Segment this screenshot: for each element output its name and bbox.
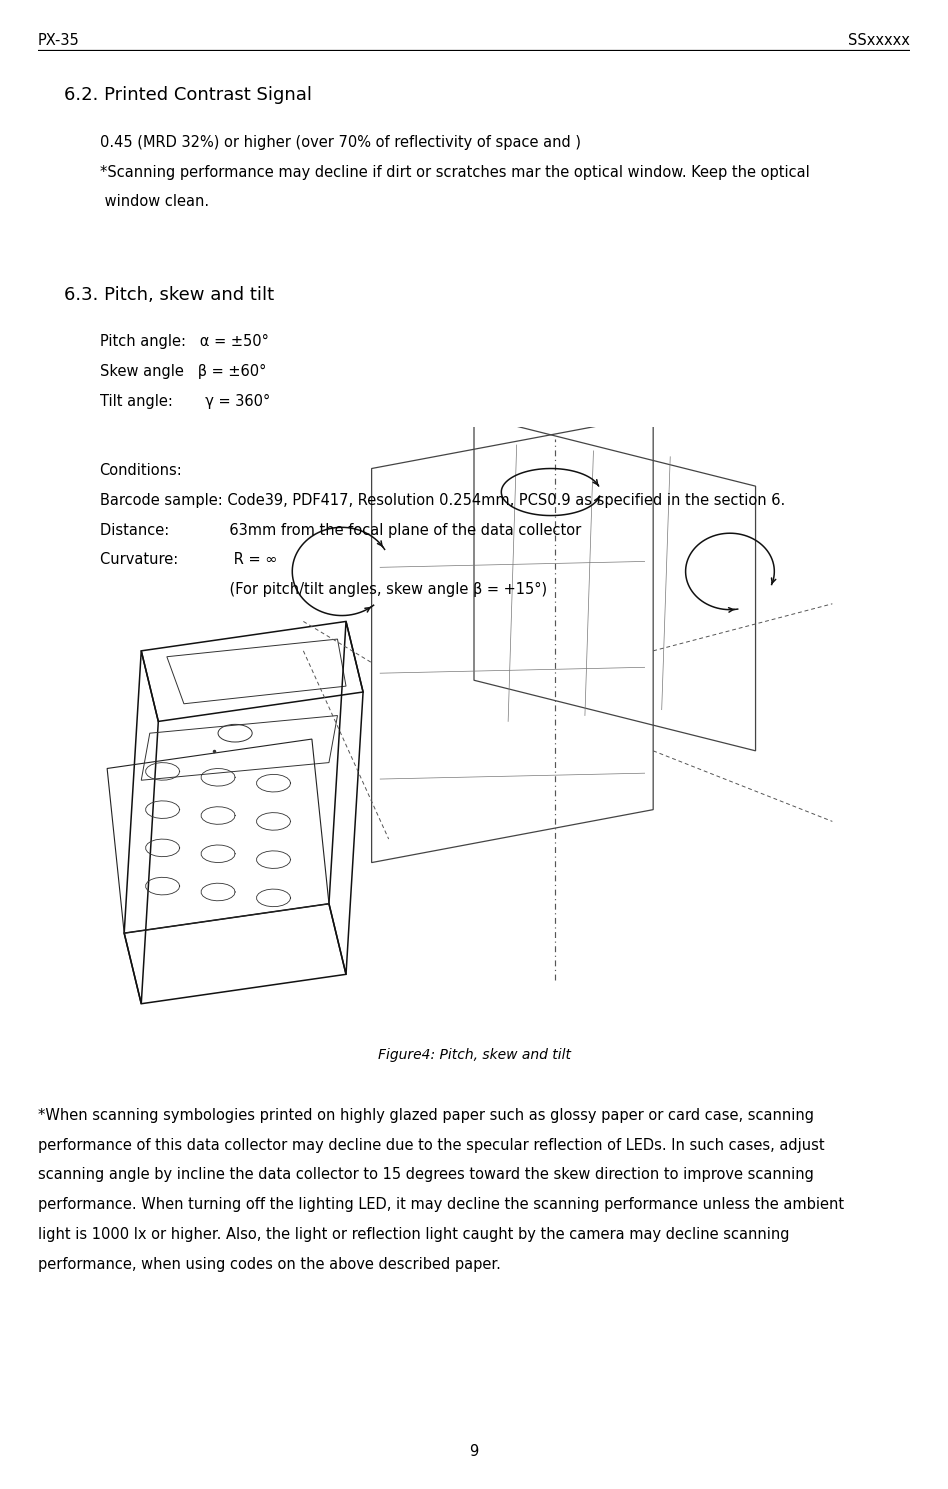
Text: performance of this data collector may decline due to the specular reflection of: performance of this data collector may d… bbox=[38, 1138, 825, 1152]
Text: light is 1000 lx or higher. Also, the light or reflection light caught by the ca: light is 1000 lx or higher. Also, the li… bbox=[38, 1227, 790, 1242]
Text: Barcode sample: Code39, PDF417, Resolution 0.254mm, PCS0.9 as specified in the s: Barcode sample: Code39, PDF417, Resoluti… bbox=[100, 493, 785, 508]
Text: window clean.: window clean. bbox=[100, 195, 209, 210]
Text: *When scanning symbologies printed on highly glazed paper such as glossy paper o: *When scanning symbologies printed on hi… bbox=[38, 1108, 814, 1123]
Text: Distance:             63mm from the focal plane of the data collector: Distance: 63mm from the focal plane of t… bbox=[100, 523, 581, 538]
Text: Pitch angle:   α = ±50°: Pitch angle: α = ±50° bbox=[100, 335, 268, 350]
Text: performance, when using codes on the above described paper.: performance, when using codes on the abo… bbox=[38, 1257, 501, 1272]
Text: 6.2. Printed Contrast Signal: 6.2. Printed Contrast Signal bbox=[64, 86, 313, 104]
Text: *Scanning performance may decline if dirt or scratches mar the optical window. K: *Scanning performance may decline if dir… bbox=[100, 165, 810, 180]
Text: PX-35: PX-35 bbox=[38, 33, 80, 48]
Text: Conditions:: Conditions: bbox=[100, 463, 182, 478]
Text: SSxxxxx: SSxxxxx bbox=[848, 33, 910, 48]
Text: Tilt angle:       γ = 360°: Tilt angle: γ = 360° bbox=[100, 393, 270, 409]
Text: Curvature:            R = ∞: Curvature: R = ∞ bbox=[100, 552, 277, 567]
Text: (For pitch/tilt angles, skew angle β = +15°): (For pitch/tilt angles, skew angle β = +… bbox=[100, 582, 547, 597]
Text: 6.3. Pitch, skew and tilt: 6.3. Pitch, skew and tilt bbox=[64, 286, 275, 304]
Text: performance. When turning off the lighting LED, it may decline the scanning perf: performance. When turning off the lighti… bbox=[38, 1197, 844, 1212]
Text: 0.45 (MRD 32%) or higher (over 70% of reflectivity of space and ): 0.45 (MRD 32%) or higher (over 70% of re… bbox=[100, 135, 580, 150]
Text: 9: 9 bbox=[469, 1444, 479, 1459]
Text: Figure4: Pitch, skew and tilt: Figure4: Pitch, skew and tilt bbox=[377, 1048, 571, 1062]
Text: scanning angle by incline the data collector to 15 degrees toward the skew direc: scanning angle by incline the data colle… bbox=[38, 1167, 813, 1182]
Text: Skew angle   β = ±60°: Skew angle β = ±60° bbox=[100, 363, 266, 380]
